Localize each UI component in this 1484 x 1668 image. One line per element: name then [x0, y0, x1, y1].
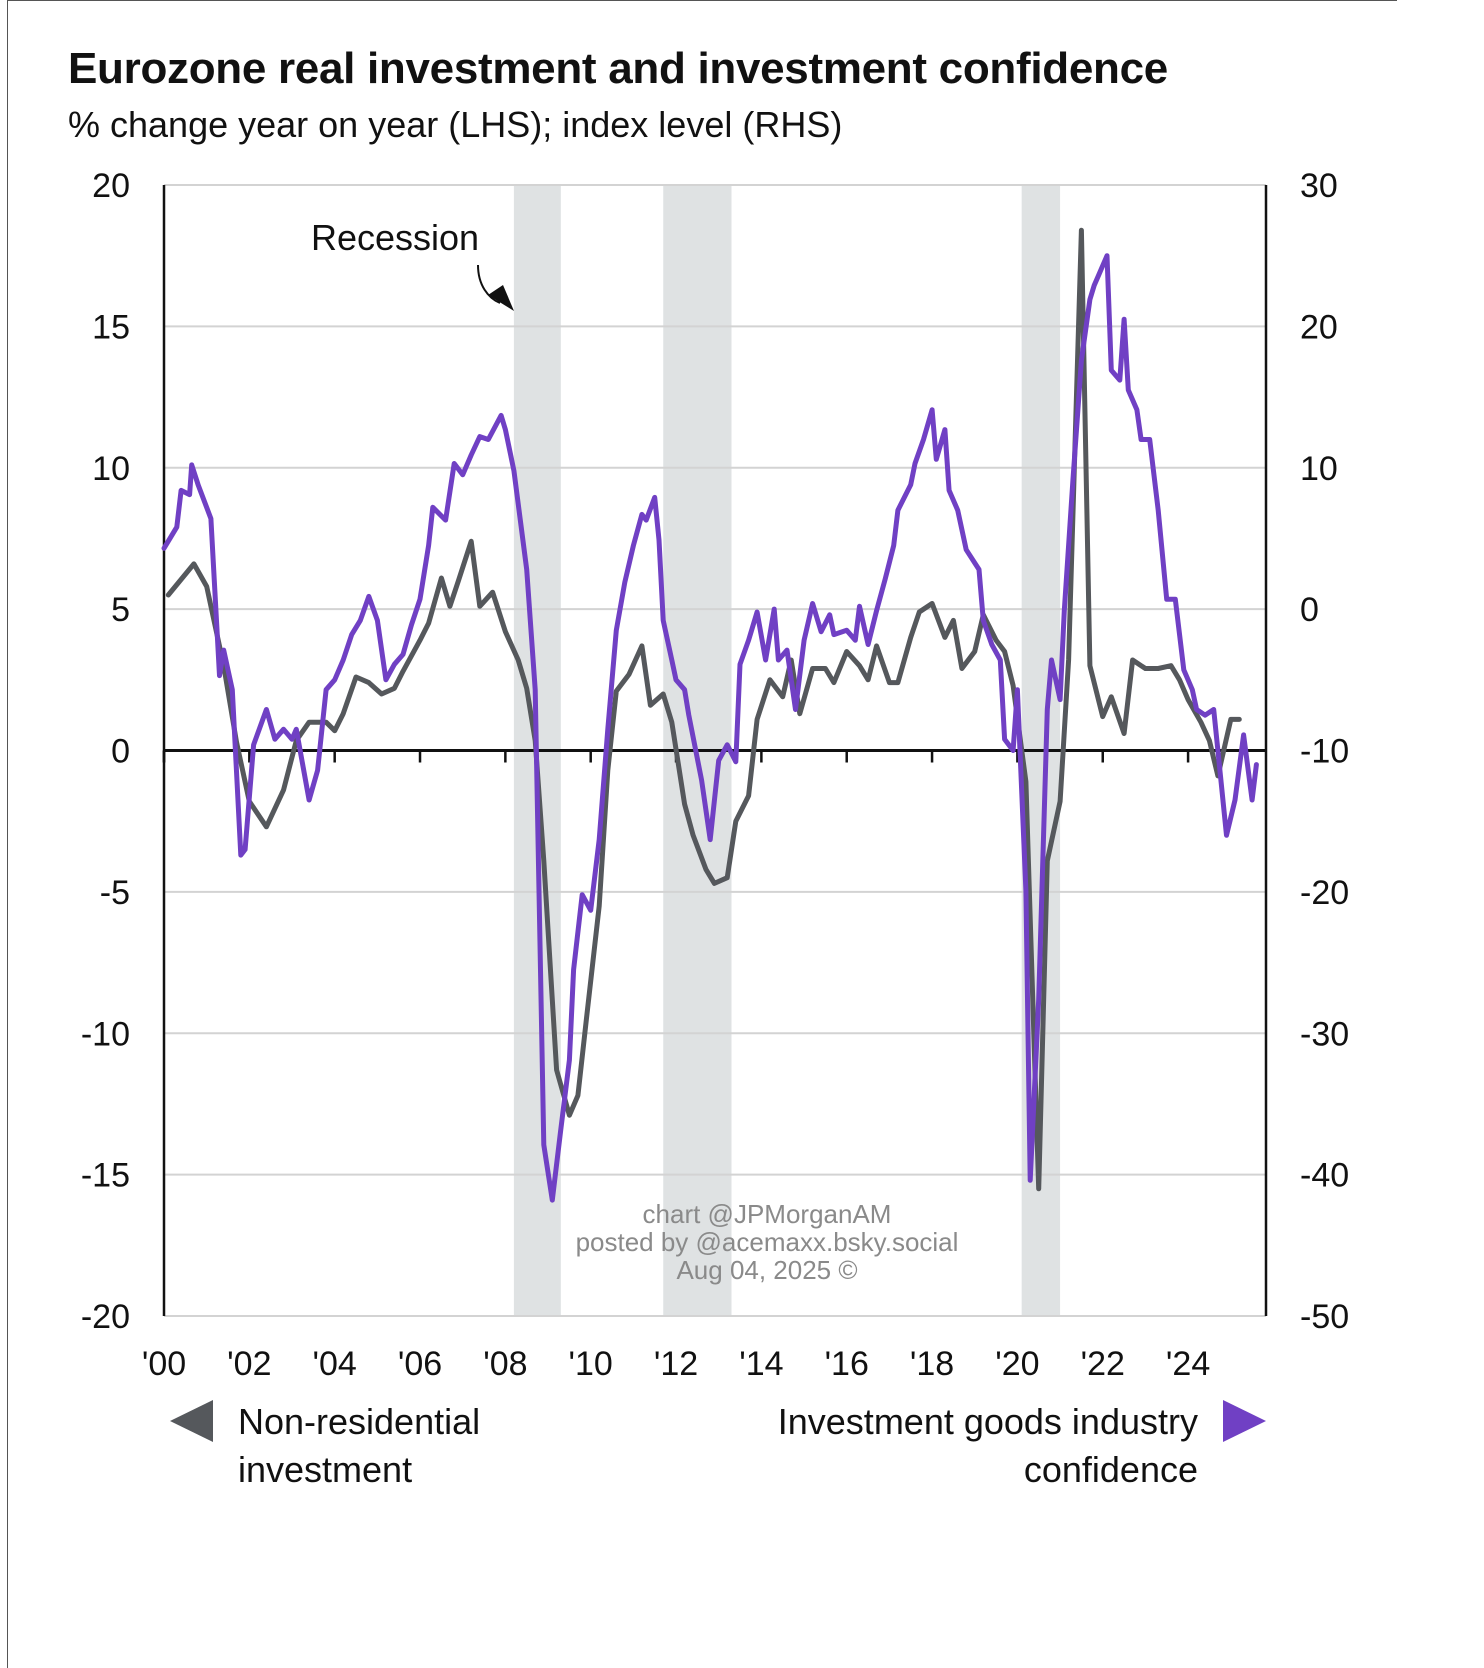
- annotation-arrow-head-icon: [488, 285, 514, 311]
- x-axis-tick-label: '02: [227, 1345, 271, 1383]
- right-axis-tick-label: 10: [1300, 450, 1338, 488]
- right-axis-tick-label: -20: [1300, 874, 1349, 912]
- chart-subtitle: % change year on year (LHS); index level…: [68, 104, 843, 145]
- frame-border-top: [7, 0, 1397, 1]
- right-axis-tick-label: -10: [1300, 733, 1349, 771]
- right-axis-tick-label: 30: [1300, 167, 1338, 205]
- legend-right-line1: Investment goods industry: [777, 1401, 1198, 1442]
- x-axis-tick-label: '06: [398, 1345, 442, 1383]
- watermark-text: posted by @acemaxx.bsky.social: [576, 1227, 959, 1257]
- legend-left-line1: Non-residential: [238, 1401, 481, 1442]
- x-axis-tick-label: '12: [654, 1345, 698, 1383]
- x-axis-tick-label: '04: [313, 1345, 357, 1383]
- right-axis-tick-label: 20: [1300, 308, 1338, 346]
- chart-title: Eurozone real investment and investment …: [68, 44, 1168, 93]
- left-axis-tick-label: -20: [81, 1298, 130, 1336]
- left-axis-tick-label: -10: [81, 1015, 130, 1053]
- watermark-text: Aug 04, 2025 ©: [676, 1255, 857, 1285]
- legend-left-line2: investment: [238, 1449, 413, 1490]
- right-axis-tick-label: 0: [1300, 591, 1319, 629]
- right-axis-tick-label: -50: [1300, 1298, 1349, 1336]
- recession-annotation: Recession: [311, 217, 479, 258]
- left-axis-tick-label: 15: [92, 308, 130, 346]
- watermark-text: chart @JPMorganAM: [643, 1199, 892, 1229]
- series-line-investment-confidence: [161, 253, 1259, 1203]
- legend-left: Non-residential investment: [238, 1398, 480, 1494]
- left-axis-tick-label: 20: [92, 167, 130, 205]
- left-axis-tick-label: -15: [81, 1157, 130, 1195]
- x-axis-tick-label: '20: [995, 1345, 1039, 1383]
- frame-border-left: [7, 0, 8, 1668]
- x-axis-tick-label: '22: [1081, 1345, 1125, 1383]
- right-axis-tick-label: -40: [1300, 1157, 1349, 1195]
- legend-right-line2: confidence: [1023, 1449, 1198, 1490]
- x-axis-tick-label: '24: [1166, 1345, 1210, 1383]
- x-axis-tick-label: '00: [142, 1345, 186, 1383]
- legend-right: Investment goods industry confidence: [778, 1398, 1198, 1494]
- x-axis-tick-label: '14: [739, 1345, 783, 1383]
- legend-right-triangle-icon: [1223, 1400, 1266, 1442]
- x-axis-tick-label: '08: [483, 1345, 527, 1383]
- left-axis-tick-label: 5: [111, 591, 130, 629]
- left-axis-tick-label: 10: [92, 450, 130, 488]
- right-axis-tick-label: -30: [1300, 1015, 1349, 1053]
- x-axis-tick-label: '16: [825, 1345, 869, 1383]
- left-axis-tick-label: -5: [100, 874, 130, 912]
- annotation-arrow-line: [477, 264, 501, 304]
- series-line-non-residential-investment: [165, 227, 1242, 1192]
- legend-left-triangle-icon: [170, 1400, 213, 1442]
- x-axis-tick-label: '18: [910, 1345, 954, 1383]
- left-axis-tick-label: 0: [111, 733, 130, 771]
- x-axis-tick-label: '10: [569, 1345, 613, 1383]
